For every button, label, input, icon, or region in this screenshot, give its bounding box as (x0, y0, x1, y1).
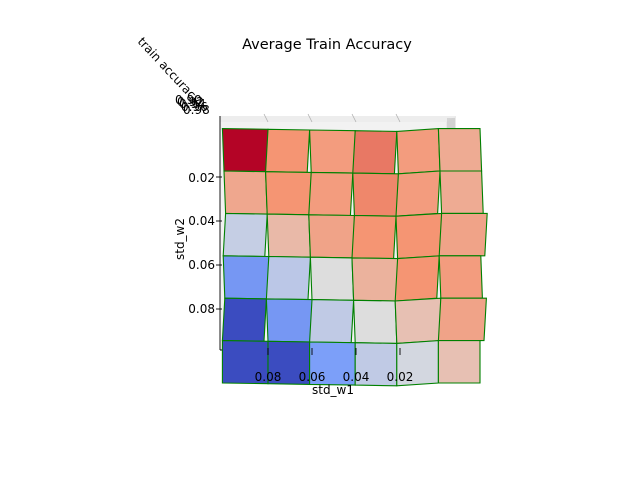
surface-cell (437, 340, 481, 384)
surface-cell (353, 299, 398, 344)
surface-cell (222, 255, 271, 300)
pane-gridline (351, 113, 357, 123)
z-tick-label: 0.90 (175, 93, 202, 107)
x-tick-label: 0.06 (299, 370, 326, 384)
surface-cell (308, 171, 354, 217)
z-axis-label: train accuracy (135, 34, 204, 106)
z-tick-label: 0.98 (183, 103, 210, 117)
x-tick-labels: 0.08 0.06 0.04 0.02 (255, 370, 414, 384)
y-tick-label: 0.04 (188, 214, 215, 228)
pane-gridline (263, 113, 269, 123)
pane-gridline (307, 113, 313, 123)
x-tick-label: 0.02 (387, 370, 414, 384)
surface-cell (266, 213, 311, 258)
surface-cell (221, 128, 271, 173)
surface-cell (395, 170, 441, 217)
surface-cell (265, 255, 311, 301)
surface-cell (351, 214, 397, 260)
surface-cell (394, 297, 443, 344)
surface-cell (265, 171, 314, 216)
surface-cell (396, 128, 441, 175)
y-tick-label: 0.08 (188, 302, 215, 316)
surface-cell (395, 212, 444, 260)
surface-cell (438, 212, 488, 257)
surface-plot (221, 128, 488, 387)
y-tick-label: 0.02 (188, 171, 215, 185)
surface-cell (265, 128, 311, 173)
surface-cell (437, 297, 487, 342)
tick-marks (216, 176, 401, 355)
surface-cell (309, 299, 355, 344)
surface-cell (437, 128, 483, 172)
surface-cell (439, 170, 484, 214)
z-tick-label: 0.92 (177, 95, 204, 109)
surface-cell (308, 214, 357, 259)
pane-gridline (395, 113, 401, 123)
top-pane (220, 116, 456, 122)
surface-cell (223, 170, 268, 215)
surface-cell (352, 130, 398, 175)
x-axis-label: std_w1 (312, 383, 354, 397)
z-tick-labels: 0.90 0.92 0.94 0.96 0.98 (175, 93, 210, 117)
y-axis-label: std_w2 (173, 218, 187, 260)
surface-cell (394, 255, 440, 302)
surface-cell (351, 257, 400, 302)
x-tick-label: 0.04 (343, 370, 370, 384)
y-tick-label: 0.06 (188, 258, 215, 272)
chart-title: Average Train Accuracy (242, 37, 412, 53)
surface-cell (438, 255, 483, 299)
x-tick-label: 0.08 (255, 370, 282, 384)
surface-cell (221, 297, 267, 342)
y-tick-labels: 0.02 0.04 0.06 0.08 (188, 171, 215, 316)
surface-cell (265, 298, 315, 343)
z-tick-label: 0.96 (181, 100, 208, 114)
surface-cell (309, 256, 355, 301)
surface-cell (222, 212, 268, 258)
surface-cell (352, 172, 401, 217)
surface-cell (309, 129, 358, 174)
z-tick-label: 0.94 (179, 97, 206, 111)
